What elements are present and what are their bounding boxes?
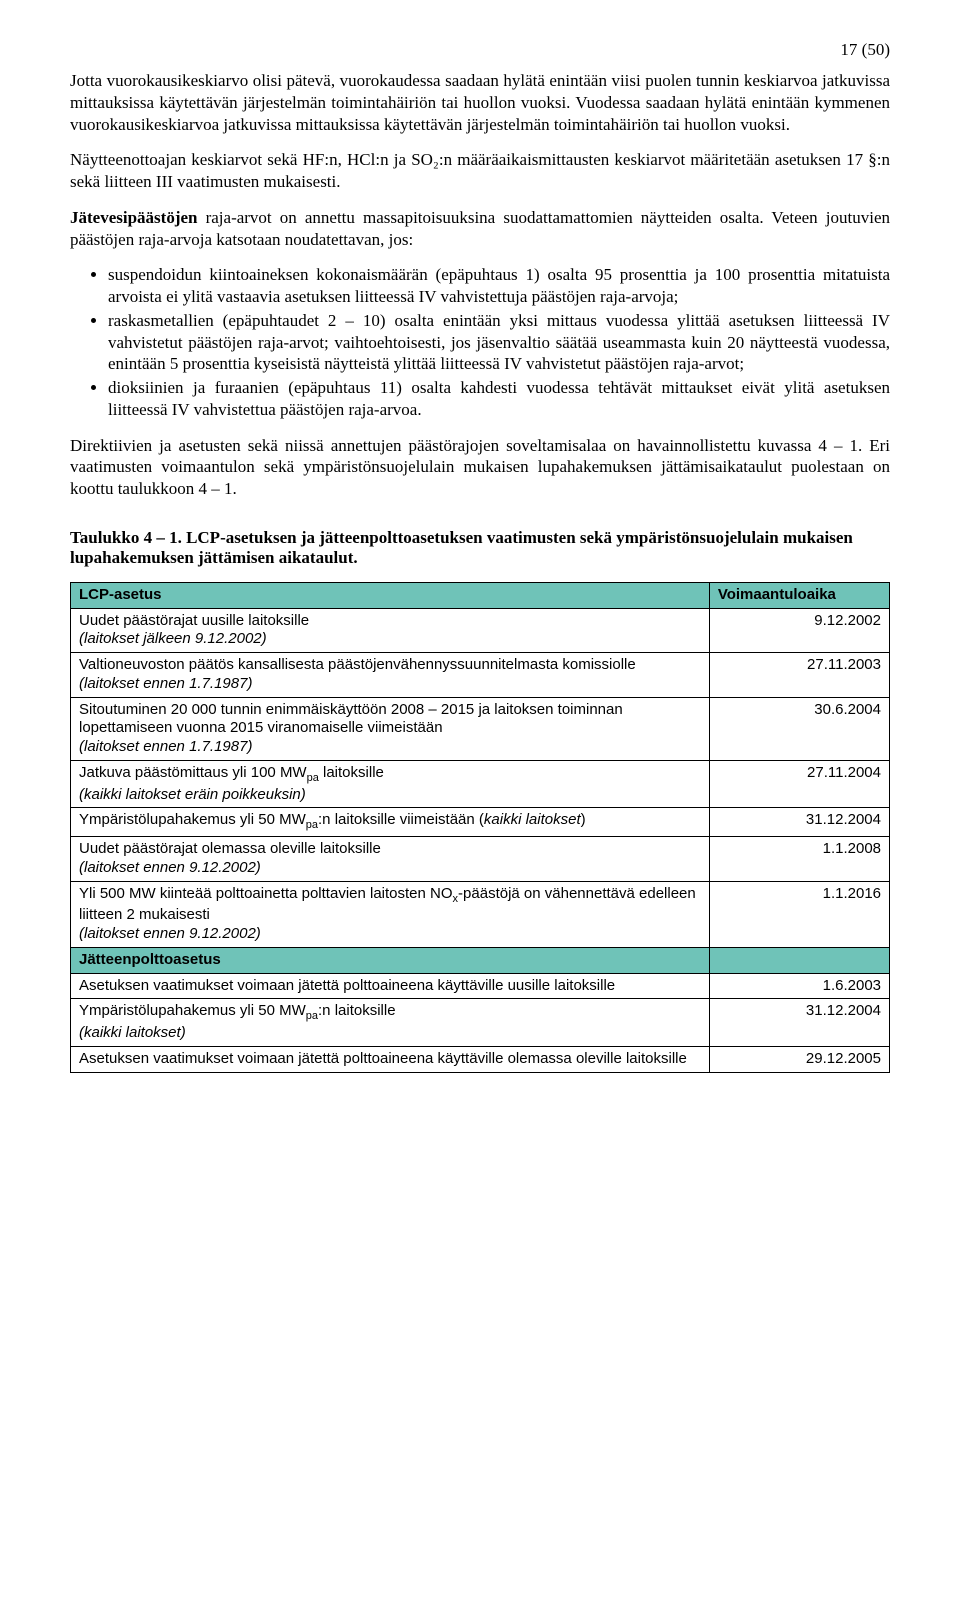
table-cell-right: 29.12.2005 xyxy=(709,1046,889,1072)
table-header-cell: Voimaantuloaika xyxy=(709,582,889,608)
table-row: Jatkuva päästömittaus yli 100 MWpa laito… xyxy=(71,760,890,808)
list-item: dioksiinien ja furaanien (epäpuhtaus 11)… xyxy=(108,377,890,421)
table-header-cell: Jätteenpolttoasetus xyxy=(71,947,710,973)
table-cell-left: Yli 500 MW kiinteää polttoainetta poltta… xyxy=(71,881,710,947)
paragraph-3-lead: Jätevesipäästöjen raja-arvot on annettu … xyxy=(70,207,890,251)
table-row: Ympäristölupahakemus yli 50 MWpa:n laito… xyxy=(71,999,890,1047)
table-cell-left: Valtioneuvoston päätös kansallisesta pää… xyxy=(71,653,710,698)
paragraph-1: Jotta vuorokausikeskiarvo olisi pätevä, … xyxy=(70,70,890,135)
table-row: Asetuksen vaatimukset voimaan jätettä po… xyxy=(71,973,890,999)
table-row: Ympäristölupahakemus yli 50 MWpa:n laito… xyxy=(71,808,890,837)
table-header-row: LCP-asetusVoimaantuloaika xyxy=(71,582,890,608)
table-cell-left: Uudet päästörajat uusille laitoksille(la… xyxy=(71,608,710,653)
table-cell-left: Asetuksen vaatimukset voimaan jätettä po… xyxy=(71,1046,710,1072)
paragraph-2: Näytteenottoajan keskiarvot sekä HF:n, H… xyxy=(70,149,890,193)
table-cell-right: 30.6.2004 xyxy=(709,697,889,760)
list-item: raskasmetallien (epäpuhtaudet 2 – 10) os… xyxy=(108,310,890,375)
table-cell-left: Uudet päästörajat olemassa oleville lait… xyxy=(71,837,710,882)
table-cell-right: 1.6.2003 xyxy=(709,973,889,999)
table-cell-right: 1.1.2008 xyxy=(709,837,889,882)
table-header-cell xyxy=(709,947,889,973)
table-cell-right: 9.12.2002 xyxy=(709,608,889,653)
table-cell-right: 31.12.2004 xyxy=(709,808,889,837)
table-row: Asetuksen vaatimukset voimaan jätettä po… xyxy=(71,1046,890,1072)
table-cell-left: Ympäristölupahakemus yli 50 MWpa:n laito… xyxy=(71,808,710,837)
table-row: Sitoutuminen 20 000 tunnin enimmäiskäytt… xyxy=(71,697,890,760)
table-row: Uudet päästörajat uusille laitoksille(la… xyxy=(71,608,890,653)
table-row: Uudet päästörajat olemassa oleville lait… xyxy=(71,837,890,882)
table-title: Taulukko 4 – 1. LCP-asetuksen ja jätteen… xyxy=(70,528,890,568)
list-item: suspendoidun kiintoaineksen kokonaismäär… xyxy=(108,264,890,308)
table-cell-left: Asetuksen vaatimukset voimaan jätettä po… xyxy=(71,973,710,999)
table-cell-left: Sitoutuminen 20 000 tunnin enimmäiskäytt… xyxy=(71,697,710,760)
para3-bold: Jätevesipäästöjen xyxy=(70,208,197,227)
table-cell-left: Jatkuva päästömittaus yli 100 MWpa laito… xyxy=(71,760,710,808)
table-cell-right: 1.1.2016 xyxy=(709,881,889,947)
table-header-cell: LCP-asetus xyxy=(71,582,710,608)
bullet-list: suspendoidun kiintoaineksen kokonaismäär… xyxy=(70,264,890,420)
paragraph-4: Direktiivien ja asetusten sekä niissä an… xyxy=(70,435,890,500)
table-header-row: Jätteenpolttoasetus xyxy=(71,947,890,973)
table-cell-right: 27.11.2003 xyxy=(709,653,889,698)
table-cell-left: Ympäristölupahakemus yli 50 MWpa:n laito… xyxy=(71,999,710,1047)
page-number: 17 (50) xyxy=(70,40,890,60)
table-cell-right: 31.12.2004 xyxy=(709,999,889,1047)
lcp-table: LCP-asetusVoimaantuloaikaUudet päästöraj… xyxy=(70,582,890,1073)
table-row: Valtioneuvoston päätös kansallisesta pää… xyxy=(71,653,890,698)
table-row: Yli 500 MW kiinteää polttoainetta poltta… xyxy=(71,881,890,947)
page: 17 (50) Jotta vuorokausikeskiarvo olisi … xyxy=(0,0,960,1113)
table-cell-right: 27.11.2004 xyxy=(709,760,889,808)
